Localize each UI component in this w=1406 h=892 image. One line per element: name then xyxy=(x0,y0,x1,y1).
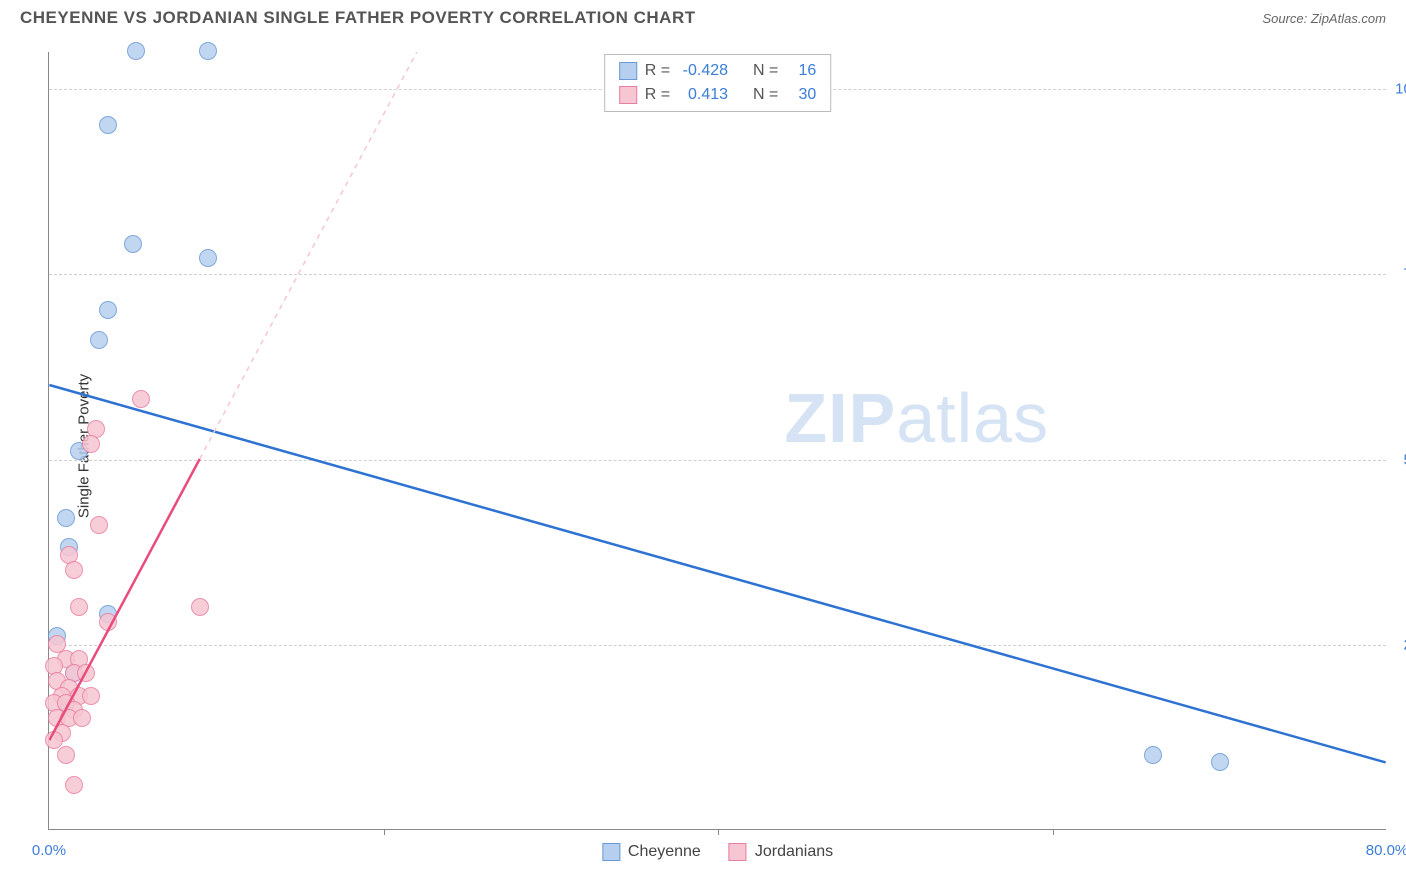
data-point xyxy=(70,598,88,616)
stats-row: R = 0.413 N = 30 xyxy=(619,83,817,107)
data-point xyxy=(199,42,217,60)
data-point xyxy=(73,709,91,727)
data-point xyxy=(124,235,142,253)
data-point xyxy=(127,42,145,60)
y-tick-label: 50.0% xyxy=(1391,451,1406,468)
grid-line xyxy=(49,645,1386,646)
trend-line xyxy=(200,52,417,459)
x-tick-label: 80.0% xyxy=(1366,842,1406,859)
data-point xyxy=(99,116,117,134)
trend-lines-layer xyxy=(49,52,1386,829)
data-point xyxy=(132,390,150,408)
data-point xyxy=(1211,753,1229,771)
data-point xyxy=(57,746,75,764)
chart-source: Source: ZipAtlas.com xyxy=(1262,11,1386,26)
source-name: ZipAtlas.com xyxy=(1311,11,1386,26)
scatter-chart: ZIPatlas R =-0.428 N =16R =0.413 N =30 C… xyxy=(48,52,1386,830)
x-tick-label: 0.0% xyxy=(32,842,66,859)
y-tick-label: 75.0% xyxy=(1391,266,1406,283)
y-tick-label: 25.0% xyxy=(1391,636,1406,653)
x-tick xyxy=(1053,829,1054,835)
series-swatch xyxy=(602,843,620,861)
r-value: 0.413 xyxy=(678,83,728,107)
n-value: 16 xyxy=(786,59,816,83)
r-label: R = xyxy=(645,59,670,83)
data-point xyxy=(90,516,108,534)
data-point xyxy=(77,664,95,682)
watermark-zip: ZIP xyxy=(784,379,896,457)
data-point xyxy=(199,249,217,267)
series-swatch xyxy=(729,843,747,861)
data-point xyxy=(99,613,117,631)
x-tick xyxy=(718,829,719,835)
data-point xyxy=(65,561,83,579)
legend-item: Jordanians xyxy=(729,843,833,861)
stats-row: R = -0.428 N = 16 xyxy=(619,59,817,83)
chart-header: CHEYENNE VS JORDANIAN SINGLE FATHER POVE… xyxy=(0,0,1406,32)
series-swatch xyxy=(619,62,637,80)
correlation-stats-box: R = -0.428 N = 16 R = 0.413 N = 30 xyxy=(604,54,832,112)
watermark-atlas: atlas xyxy=(896,379,1049,457)
legend-label: Cheyenne xyxy=(628,843,701,861)
x-tick xyxy=(384,829,385,835)
n-label: N = xyxy=(753,83,778,107)
data-point xyxy=(82,687,100,705)
data-point xyxy=(57,509,75,527)
data-point xyxy=(90,331,108,349)
r-value: -0.428 xyxy=(678,59,728,83)
data-point xyxy=(65,776,83,794)
chart-title: CHEYENNE VS JORDANIAN SINGLE FATHER POVE… xyxy=(20,8,696,28)
y-tick-label: 100.0% xyxy=(1391,81,1406,98)
n-value: 30 xyxy=(786,83,816,107)
n-label: N = xyxy=(753,59,778,83)
data-point xyxy=(82,435,100,453)
legend-item: Cheyenne xyxy=(602,843,701,861)
trend-line xyxy=(49,385,1385,762)
data-point xyxy=(1144,746,1162,764)
r-label: R = xyxy=(645,83,670,107)
source-prefix: Source: xyxy=(1262,11,1310,26)
series-swatch xyxy=(619,86,637,104)
data-point xyxy=(99,301,117,319)
data-point xyxy=(191,598,209,616)
watermark: ZIPatlas xyxy=(784,378,1049,458)
series-legend: Cheyenne Jordanians xyxy=(602,843,833,861)
legend-label: Jordanians xyxy=(755,843,833,861)
grid-line xyxy=(49,274,1386,275)
grid-line xyxy=(49,460,1386,461)
